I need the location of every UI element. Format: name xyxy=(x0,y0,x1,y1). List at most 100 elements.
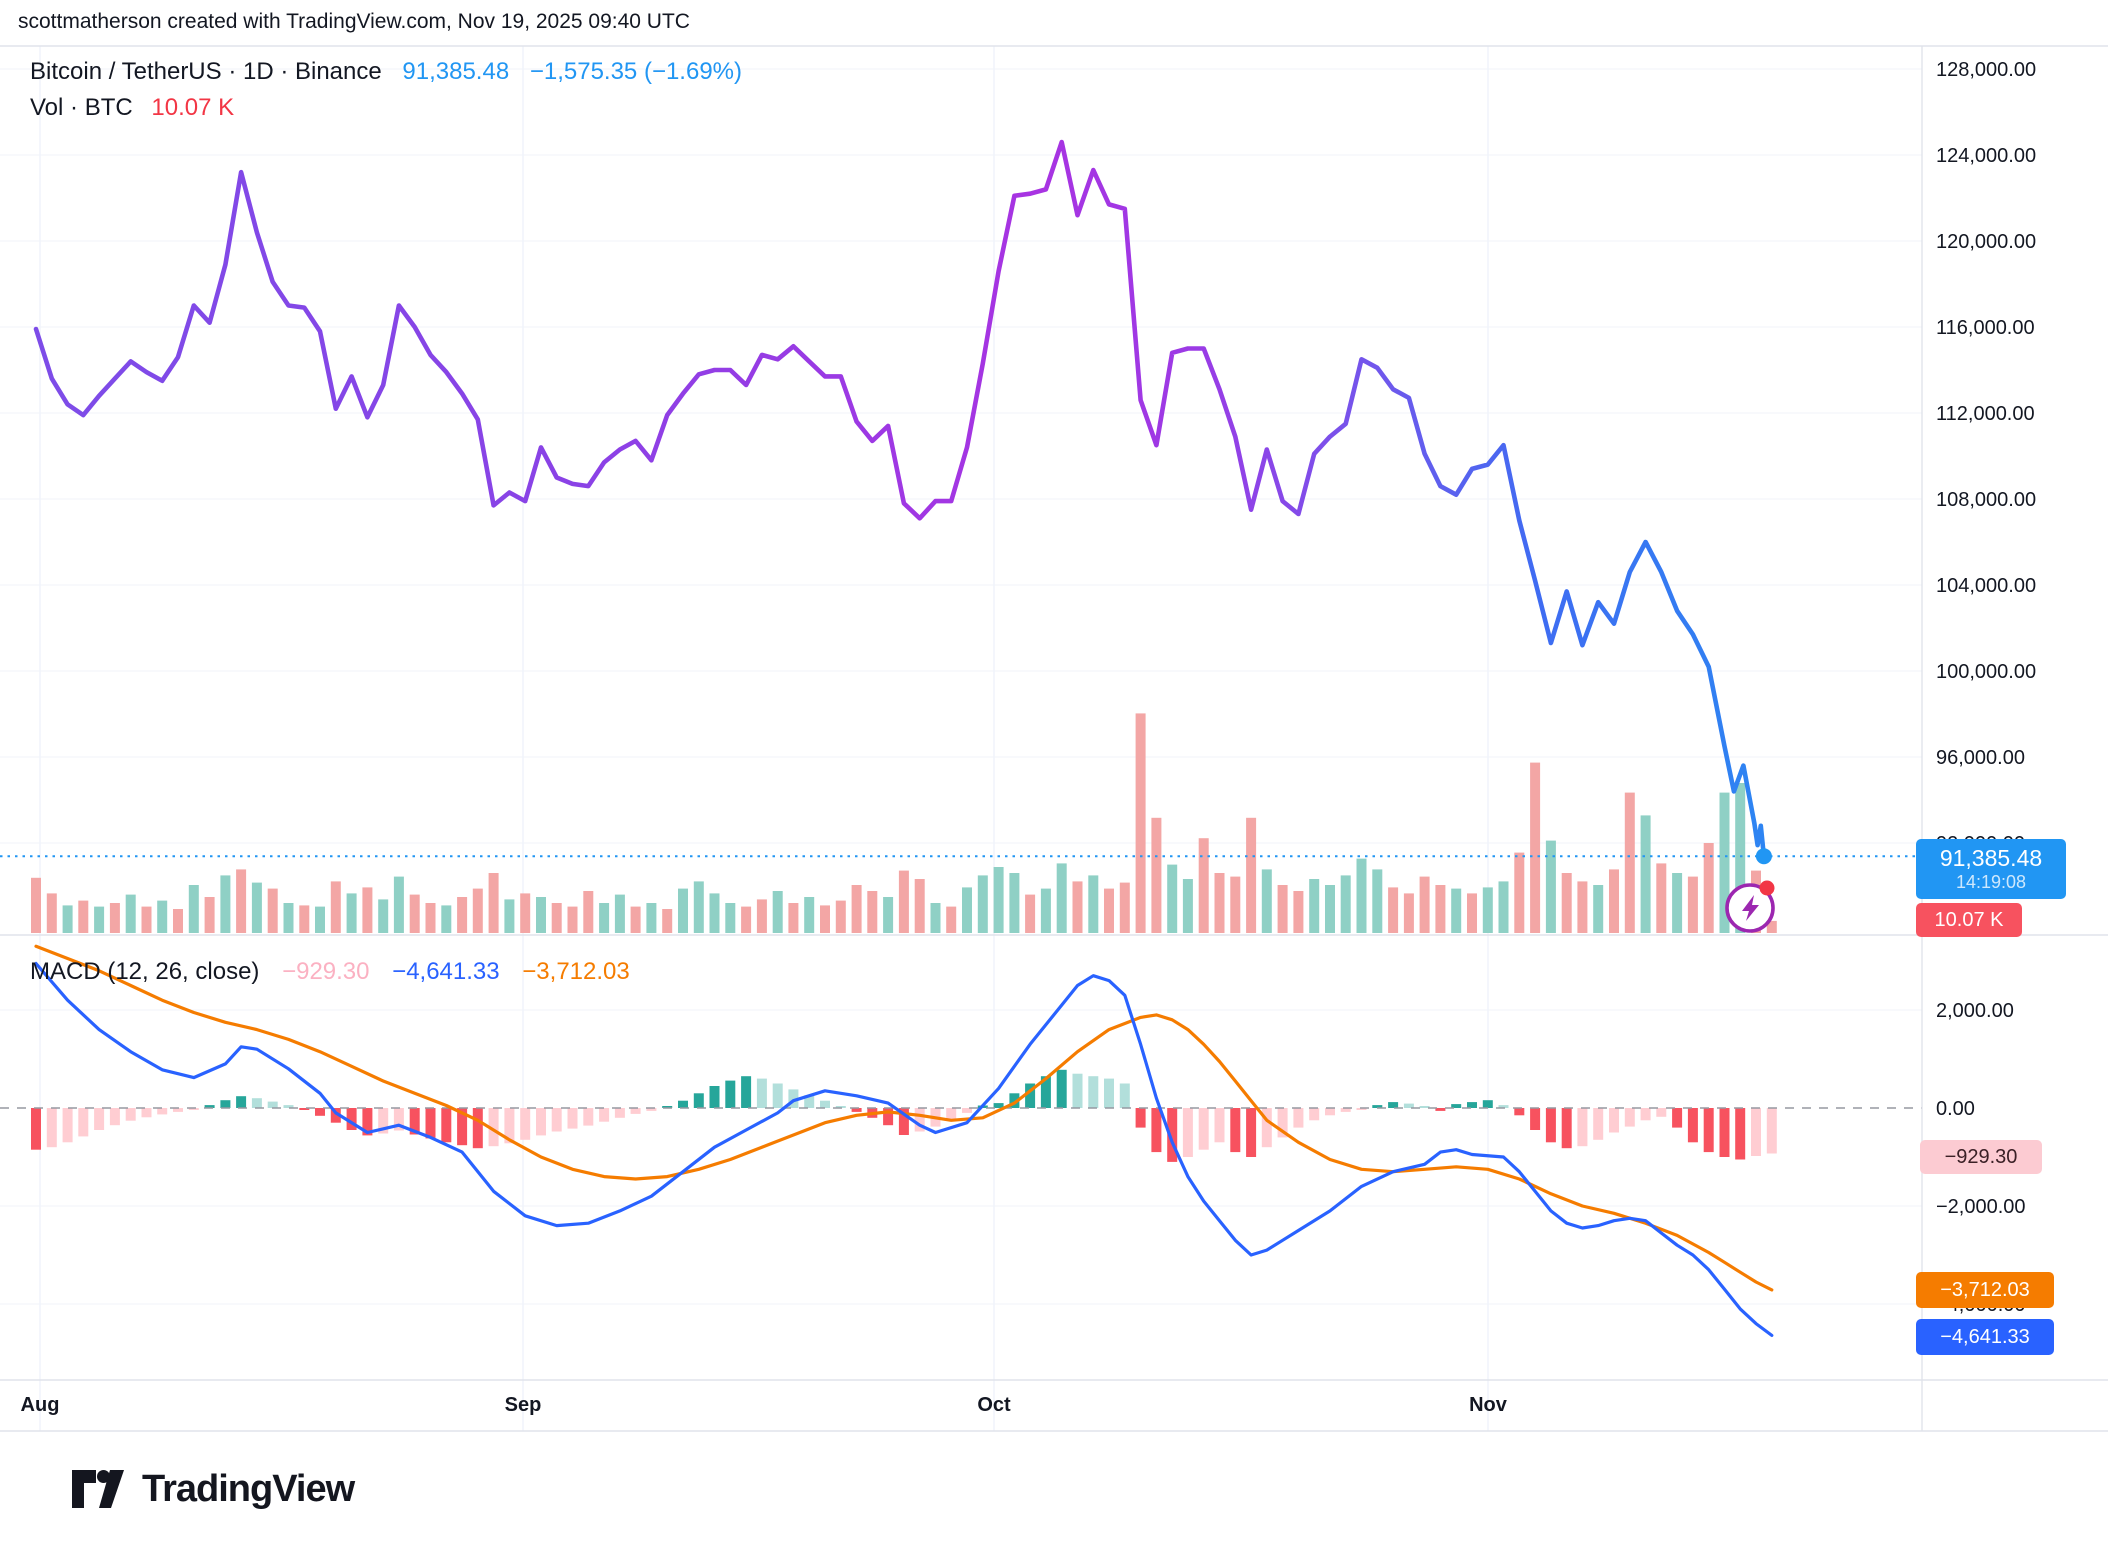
price-axis-label: 112,000.00 xyxy=(1936,403,2035,425)
macd-histogram-bar xyxy=(1403,1103,1414,1108)
volume-bar xyxy=(1482,887,1493,933)
macd-histogram-bar xyxy=(1261,1108,1272,1148)
volume-bar xyxy=(520,893,531,933)
time-label-sep[interactable]: Sep xyxy=(504,1394,542,1416)
volume-bar xyxy=(1388,887,1399,933)
volume-bar xyxy=(914,879,925,933)
macd-histogram-bar xyxy=(173,1108,183,1112)
macd-histogram-bar xyxy=(220,1100,231,1108)
macd-histogram-bar xyxy=(1167,1108,1178,1162)
macd-signal-value: −3,712.03 xyxy=(522,958,630,985)
macd-histogram-bar xyxy=(630,1108,641,1114)
macd-histogram-bar xyxy=(788,1089,799,1108)
volume-bar xyxy=(1198,838,1209,933)
macd-histogram-bar xyxy=(1624,1108,1635,1127)
price-line xyxy=(33,139,1767,859)
macd-axis-label: 0.00 xyxy=(1936,1098,1975,1120)
macd-histogram-bar xyxy=(1609,1108,1619,1133)
time-label-oct[interactable]: Oct xyxy=(977,1394,1011,1416)
macd-histogram-bar xyxy=(472,1108,483,1149)
macd-histogram-bar xyxy=(614,1108,625,1118)
symbol-change: −1,575.35 (−1.69%) xyxy=(529,58,742,85)
macd-histogram-bar xyxy=(62,1108,73,1143)
volume-bar xyxy=(457,897,468,933)
macd-histogram-bar xyxy=(346,1108,357,1130)
volume-bar xyxy=(851,885,862,933)
price-axis-label: 116,000.00 xyxy=(1936,317,2035,339)
macd-histogram-bar xyxy=(1340,1108,1351,1112)
macd-histogram-bar xyxy=(1198,1108,1209,1150)
time-label-nov[interactable]: Nov xyxy=(1469,1394,1507,1416)
macd-histogram-bar xyxy=(393,1108,404,1131)
volume-bar xyxy=(693,881,704,933)
volume-bar xyxy=(1766,920,1777,933)
macd-histogram-bar xyxy=(646,1108,657,1111)
volume-bar xyxy=(678,888,688,933)
volume-bar xyxy=(236,869,247,933)
volume-bar xyxy=(425,903,436,933)
macd-histogram-bar xyxy=(1514,1108,1525,1116)
macd-histogram-bar xyxy=(1230,1108,1241,1153)
macd-histogram-bar xyxy=(1104,1078,1114,1108)
volume-bar xyxy=(551,903,562,933)
volume-legend[interactable]: Vol · BTC 10.07 K xyxy=(30,94,234,122)
volume-bar xyxy=(977,875,988,933)
macd-histogram-bar xyxy=(551,1108,562,1132)
price-axis-label: 128,000.00 xyxy=(1936,59,2036,81)
macd-histogram-bar xyxy=(772,1083,783,1108)
volume-bar xyxy=(393,876,404,933)
macd-axis-label: 2,000.00 xyxy=(1936,1000,2014,1022)
macd-histogram-bar xyxy=(31,1108,41,1150)
volume-bar xyxy=(756,899,767,933)
time-label-aug[interactable]: Aug xyxy=(20,1394,60,1416)
volume-bar xyxy=(1088,875,1099,933)
macd-histogram-bar xyxy=(1751,1108,1761,1156)
volume-bar xyxy=(504,899,515,933)
volume-bar xyxy=(1277,885,1288,933)
macd-histogram-bar xyxy=(1009,1093,1020,1108)
volume-bar xyxy=(1498,881,1509,933)
volume-bar xyxy=(330,881,341,933)
price-axis-label: 96,000.00 xyxy=(1936,747,2025,769)
event-lightning-icon xyxy=(1725,880,1775,933)
volume-bar xyxy=(409,894,420,933)
macd-line-value: −4,641.33 xyxy=(392,958,500,985)
macd-line-badge: −4,641.33 xyxy=(1916,1319,2054,1355)
macd-histogram-bar xyxy=(946,1108,957,1121)
macd-histogram-bar xyxy=(251,1098,262,1108)
macd-histogram-bar xyxy=(1530,1108,1541,1130)
macd-histogram-bar xyxy=(299,1108,310,1110)
macd-histogram-bar xyxy=(993,1103,1004,1108)
macd-histogram-bar xyxy=(1356,1108,1367,1110)
macd-legend[interactable]: MACD (12, 26, close) −929.30 −4,641.33 −… xyxy=(30,958,630,986)
macd-histogram-bar xyxy=(725,1080,736,1108)
macd-histogram-bar xyxy=(1498,1105,1509,1108)
macd-histogram-bar xyxy=(441,1108,452,1143)
volume-badge: 10.07 K xyxy=(1916,903,2022,937)
macd-histogram-bar xyxy=(1672,1108,1683,1128)
volume-bar xyxy=(962,887,972,933)
macd-histogram-bar xyxy=(315,1108,325,1116)
macd-histogram-bar xyxy=(204,1105,215,1108)
macd-histogram-bar xyxy=(236,1096,247,1108)
macd-histogram-bar xyxy=(1040,1076,1051,1108)
volume-bar xyxy=(1325,885,1335,933)
symbol-legend[interactable]: Bitcoin / TetherUS · 1D · Binance 91,385… xyxy=(30,58,742,86)
macd-histogram-bar xyxy=(141,1108,152,1118)
macd-histogram-bar xyxy=(1545,1108,1556,1143)
macd-histogram-bar xyxy=(1088,1076,1099,1108)
volume-bar xyxy=(1719,792,1730,933)
volume-bar xyxy=(1403,893,1414,933)
macd-histogram-bar xyxy=(1025,1083,1036,1108)
volume-bar xyxy=(1577,881,1588,933)
macd-histogram-bar xyxy=(1451,1104,1462,1108)
macd-histogram-bar xyxy=(914,1108,925,1132)
volume-bar xyxy=(1435,885,1446,933)
macd-histogram-bar xyxy=(1246,1108,1257,1157)
volume-bar xyxy=(1640,815,1651,933)
volume-bar xyxy=(125,894,136,933)
volume-value: 10.07 K xyxy=(151,94,235,121)
macd-histogram-bar xyxy=(1435,1108,1446,1111)
tradingview-logo[interactable]: TradingView xyxy=(70,1466,355,1512)
